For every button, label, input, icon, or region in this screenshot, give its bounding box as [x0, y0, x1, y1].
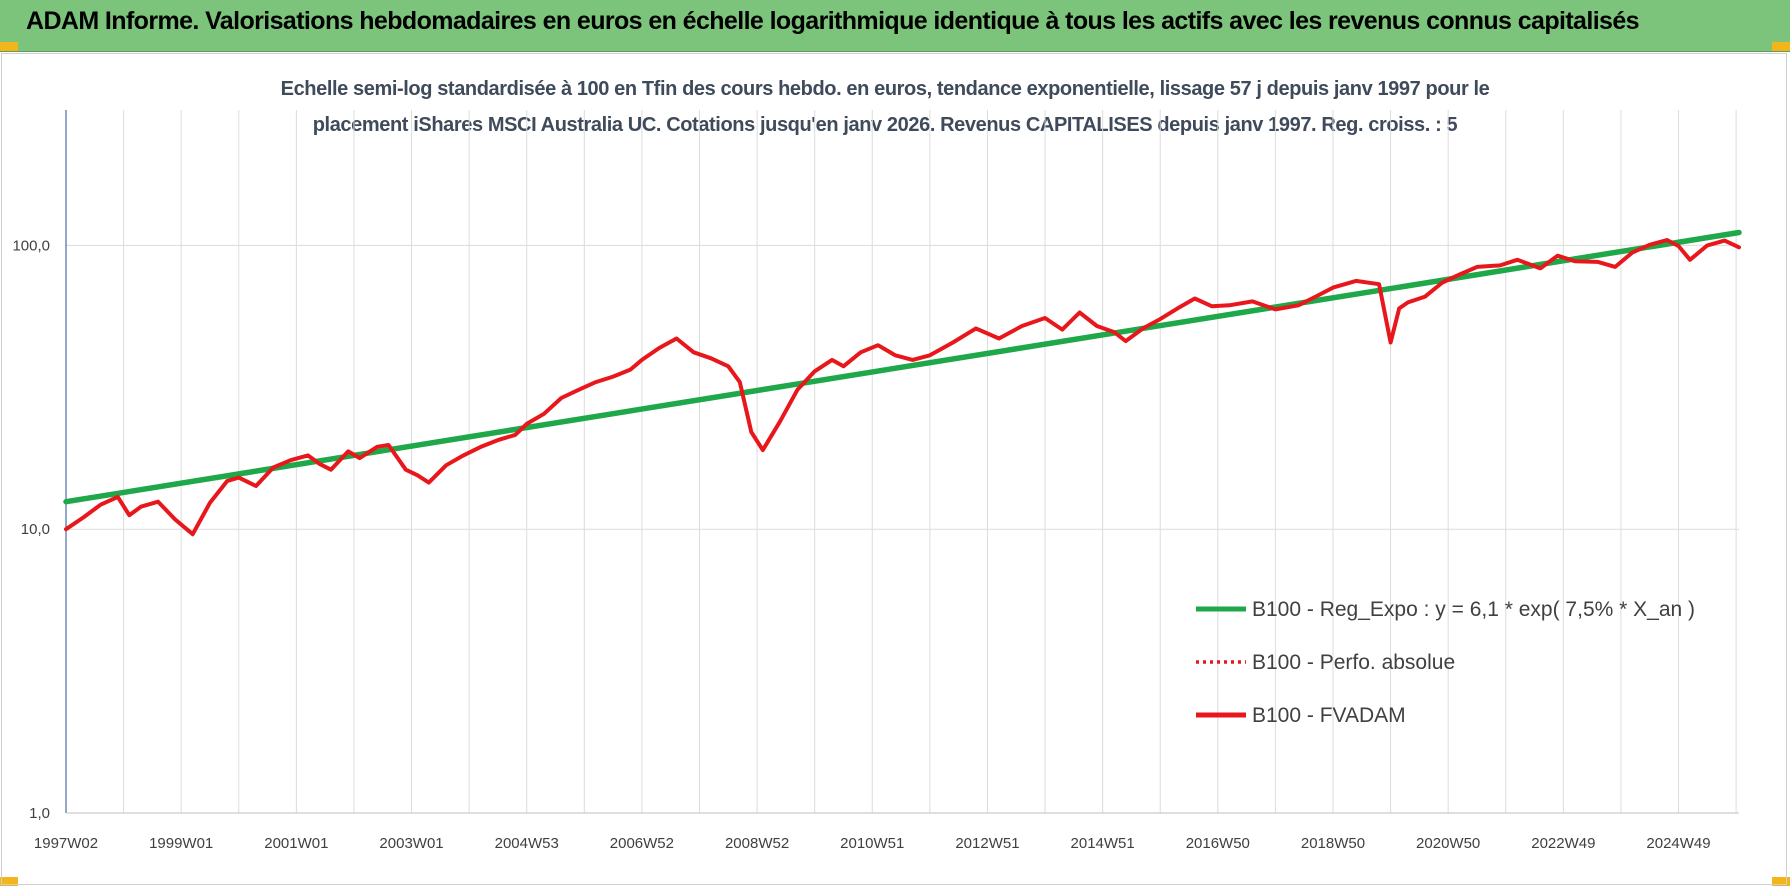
- x-tick-label: 2012W51: [955, 835, 1019, 852]
- x-tick-label: 2022W49: [1531, 835, 1595, 852]
- header-title: ADAM Informe. Valorisations hebdomadaire…: [26, 7, 1640, 35]
- series-line-2: [64, 238, 1741, 537]
- legend-label-1: B100 - Perfo. absolue: [1252, 651, 1455, 674]
- x-tick-label: 1997W02: [34, 835, 98, 852]
- x-tick-label: 2008W52: [725, 835, 789, 852]
- x-tick-label: 2006W52: [610, 835, 674, 852]
- y-tick-label: 100,0: [12, 237, 50, 254]
- x-tick-label: 2020W50: [1416, 835, 1480, 852]
- corner-marker-left: [0, 42, 18, 51]
- corner-marker-bottom-left: [0, 877, 18, 886]
- x-tick-label: 2024W49: [1646, 835, 1710, 852]
- x-tick-label: 2003W01: [379, 835, 443, 852]
- corner-marker-right: [1772, 42, 1790, 51]
- x-tick-label: 2010W51: [840, 835, 904, 852]
- legend-label-2: B100 - FVADAM: [1252, 704, 1406, 727]
- x-tick-label: 2018W50: [1301, 835, 1365, 852]
- y-tick-label: 1,0: [29, 805, 50, 822]
- x-tick-label: 2016W50: [1186, 835, 1250, 852]
- chart-frame: [1, 53, 1787, 885]
- header-band: [0, 0, 1790, 52]
- x-tick-label: 2014W51: [1071, 835, 1135, 852]
- x-tick-label: 2004W53: [495, 835, 559, 852]
- chart-title-line-2: placement iShares MSCI Australia UC. Cot…: [312, 114, 1458, 136]
- x-tick-label: 1999W01: [149, 835, 213, 852]
- y-tick-label: 10,0: [21, 521, 50, 538]
- x-tick-label: 2001W01: [264, 835, 328, 852]
- legend-label-0: B100 - Reg_Expo : y = 6,1 * exp( 7,5% * …: [1252, 598, 1695, 621]
- chart-title-line-1: Echelle semi-log standardisée à 100 en T…: [280, 78, 1490, 100]
- corner-marker-bottom-right: [1772, 877, 1790, 886]
